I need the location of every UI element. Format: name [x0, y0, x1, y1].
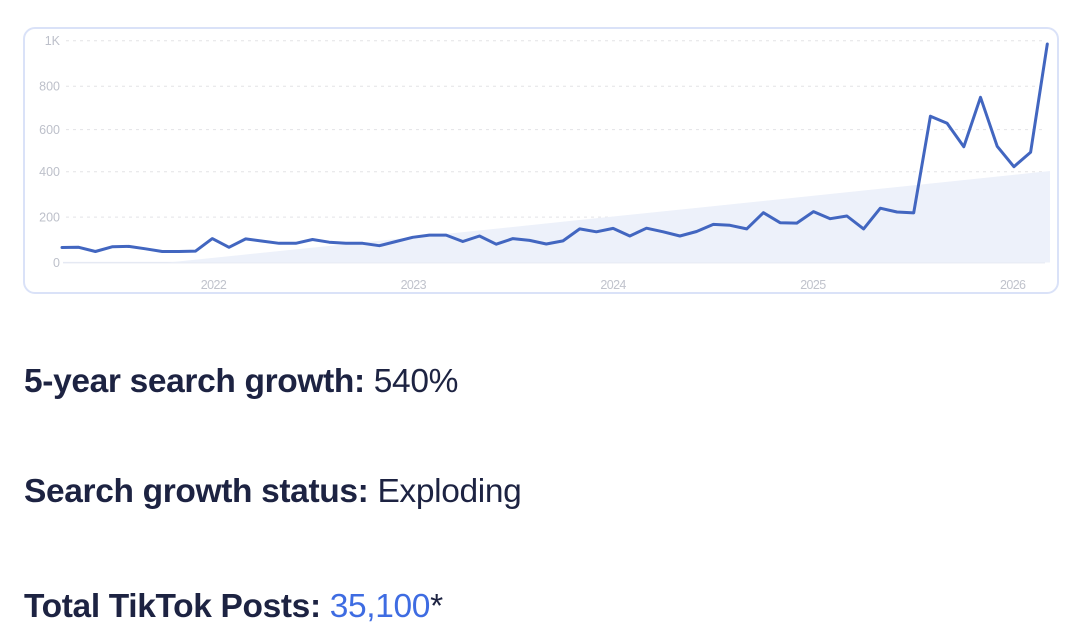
svg-text:800: 800	[39, 80, 60, 94]
svg-text:2023: 2023	[401, 278, 427, 292]
svg-text:200: 200	[39, 210, 60, 224]
svg-text:600: 600	[39, 123, 60, 137]
svg-text:2022: 2022	[201, 278, 227, 292]
svg-text:2024: 2024	[600, 278, 626, 292]
svg-text:0: 0	[53, 256, 60, 270]
svg-text:400: 400	[39, 165, 60, 179]
svg-text:1K: 1K	[45, 34, 61, 48]
svg-text:2025: 2025	[800, 278, 826, 292]
svg-text:2026: 2026	[1000, 278, 1026, 292]
